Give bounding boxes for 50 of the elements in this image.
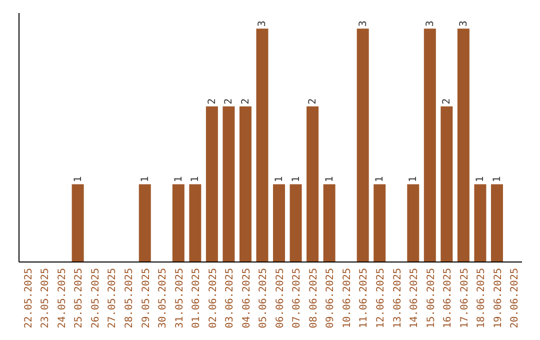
x-tick-label: 03.06.2025	[224, 268, 236, 328]
data-label: 1	[140, 176, 151, 182]
x-tick-label: 04.06.2025	[241, 268, 252, 328]
data-label: 1	[475, 176, 486, 182]
x-tick-label: 14.06.2025	[409, 268, 420, 328]
x-tick-label: 18.06.2025	[476, 268, 488, 328]
x-tick-label: 05.06.2025	[258, 268, 270, 328]
x-tick-label: 30.05.2025	[158, 268, 169, 328]
data-label: 1	[173, 176, 184, 182]
x-tick-label: 12.06.2025	[375, 268, 386, 328]
data-label: 2	[240, 98, 252, 104]
x-tick-label: 06.06.2025	[274, 268, 286, 328]
data-label: 1	[72, 176, 84, 182]
data-label: 2	[442, 98, 453, 104]
data-label: 1	[190, 176, 202, 182]
data-label: 2	[206, 98, 218, 104]
data-label: 1	[274, 176, 286, 182]
x-tick-label: 11.06.2025	[358, 268, 370, 328]
x-tick-label: 22.05.2025	[23, 268, 34, 328]
x-tick-label: 09.06.2025	[325, 268, 336, 328]
data-label: 2	[224, 98, 235, 104]
data-label: 3	[257, 20, 268, 27]
x-tick-label: 20.06.2025	[510, 268, 521, 328]
x-tick-label: 25.05.2025	[74, 268, 85, 328]
data-label: 1	[324, 176, 336, 182]
data-label: 3	[458, 20, 470, 27]
data-label: 1	[492, 176, 503, 182]
data-label: 1	[374, 176, 386, 182]
x-tick-label: 17.06.2025	[459, 268, 470, 328]
x-tick-label: 23.05.2025	[40, 268, 52, 328]
data-label: 2	[308, 98, 319, 104]
x-tick-label: 28.05.2025	[124, 268, 135, 328]
data-label: 3	[424, 20, 436, 27]
x-tick-label: 13.06.2025	[392, 268, 404, 328]
x-tick-label: 29.05.2025	[140, 268, 152, 328]
data-label: 1	[408, 176, 420, 182]
x-tick-label: 02.06.2025	[208, 268, 219, 328]
x-tick-label: 27.05.2025	[107, 268, 118, 328]
x-tick-label: 07.06.2025	[292, 268, 303, 328]
x-tick-label: 10.06.2025	[342, 268, 353, 328]
x-tick-label: 01.06.2025	[191, 268, 202, 328]
data-label: 1	[290, 176, 302, 182]
x-tick-label: 15.06.2025	[426, 268, 437, 328]
x-tick-label: 31.05.2025	[174, 268, 186, 328]
x-tick-label: 16.06.2025	[442, 268, 454, 328]
x-tick-label: 24.05.2025	[56, 268, 68, 328]
x-tick-label: 19.06.2025	[492, 268, 504, 328]
x-tick-label: 08.06.2025	[308, 268, 320, 328]
data-label: 3	[358, 20, 369, 27]
x-tick-label: 26.05.2025	[90, 268, 102, 328]
